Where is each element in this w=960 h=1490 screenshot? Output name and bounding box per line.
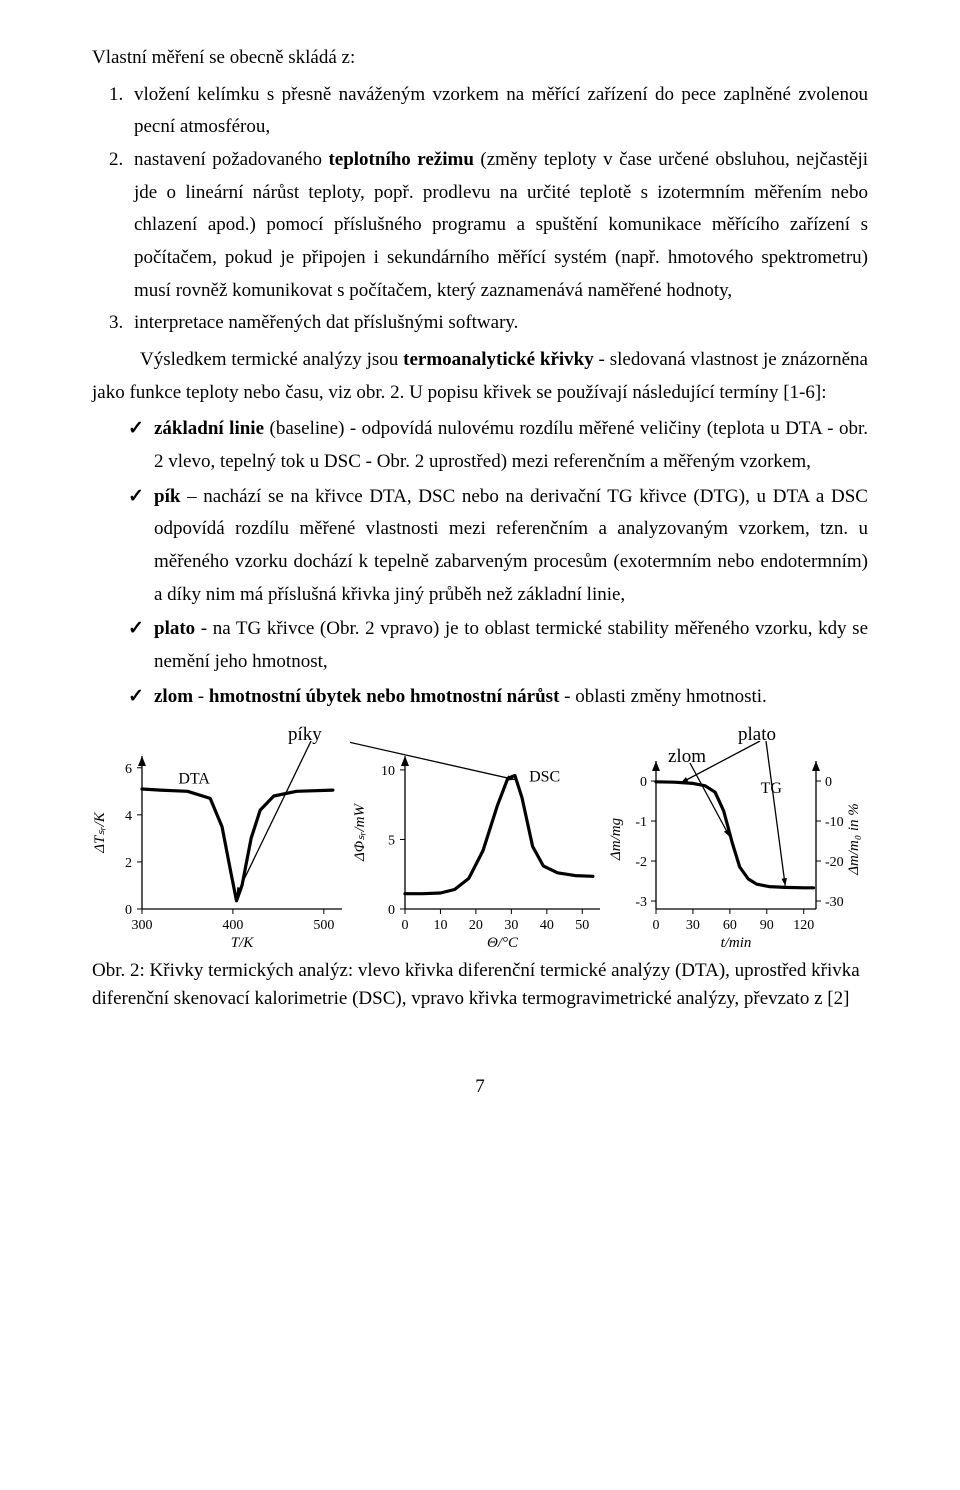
list-item-2-rest: (změny teploty v čase určené obsluhou, n… <box>134 149 868 301</box>
svg-text:20: 20 <box>469 918 483 933</box>
list-item-3: interpretace naměřených dat příslušnými … <box>128 307 868 340</box>
check-item-zlom-bold1: zlom <box>154 686 193 707</box>
svg-text:2: 2 <box>125 856 132 871</box>
svg-text:-1: -1 <box>635 815 647 830</box>
check-item-zlom-dash: - <box>193 686 209 707</box>
chart-dsc: 0 10 20 30 40 50 0 5 10 Θ/°C ΔΦₛᵣ/mW DSC <box>350 741 608 951</box>
intro-paragraph: Vlastní měření se obecně skládá z: <box>92 42 868 75</box>
check-list: základní linie (baseline) - odpovídá nul… <box>92 413 868 713</box>
list-item-2-bold: teplotního režimu <box>328 149 473 170</box>
svg-text:DSC: DSC <box>529 769 560 786</box>
svg-text:30: 30 <box>686 918 700 933</box>
svg-text:90: 90 <box>760 918 774 933</box>
svg-text:T/K: T/K <box>231 935 255 951</box>
svg-text:4: 4 <box>125 809 132 824</box>
figure-caption: Obr. 2: Křivky termických analýz: vlevo … <box>92 957 868 1012</box>
svg-text:50: 50 <box>575 918 589 933</box>
check-item-pik-bold: pík <box>154 486 180 507</box>
svg-text:6: 6 <box>125 762 132 777</box>
svg-text:-30: -30 <box>825 895 844 910</box>
list-item-1: vložení kelímku s přesně naváženým vzork… <box>128 79 868 144</box>
check-item-plato-bold: plato <box>154 618 195 639</box>
check-item-pik: pík – nachází se na křivce DTA, DSC nebo… <box>128 481 868 612</box>
annotation-zlom: zlom <box>668 741 706 774</box>
svg-text:-2: -2 <box>635 855 647 870</box>
annotation-piky: píky <box>288 719 322 752</box>
chart-tg: plato zlom 03060901200-1-2-30-10-20-30t/… <box>608 741 868 951</box>
chart-tg-svg: 03060901200-1-2-30-10-20-30t/minΔm/mgΔm/… <box>608 741 868 951</box>
svg-text:ΔTₛᵣ/K: ΔTₛᵣ/K <box>92 812 108 855</box>
svg-text:0: 0 <box>825 775 832 790</box>
annotation-plato: plato <box>738 719 776 752</box>
svg-text:0: 0 <box>653 918 660 933</box>
svg-text:40: 40 <box>540 918 554 933</box>
check-item-zlom: zlom - hmotnostní úbytek nebo hmotnostní… <box>128 681 868 714</box>
svg-text:400: 400 <box>222 918 243 933</box>
check-item-baseline: základní linie (baseline) - odpovídá nul… <box>128 413 868 478</box>
svg-text:Θ/°C: Θ/°C <box>487 935 519 951</box>
result-pre: Výsledkem termické analýzy jsou <box>140 349 403 370</box>
list-item-2: nastavení požadovaného teplotního režimu… <box>128 144 868 307</box>
svg-text:-10: -10 <box>825 815 844 830</box>
check-item-pik-text: – nachází se na křivce DTA, DSC nebo na … <box>154 486 868 605</box>
check-item-plato: plato - na TG křivce (Obr. 2 vpravo) je … <box>128 613 868 678</box>
chart-dta: píky 3004005000246T/KΔTₛᵣ/KDTA <box>92 741 350 951</box>
svg-text:0: 0 <box>640 775 647 790</box>
list-item-2-pre: nastavení požadovaného <box>134 149 328 170</box>
svg-text:t/min: t/min <box>721 935 752 951</box>
page: Vlastní měření se obecně skládá z: vlože… <box>0 0 960 1143</box>
check-item-zlom-bold2: hmotnostní úbytek nebo hmotnostní nárůst <box>209 686 560 707</box>
svg-text:5: 5 <box>388 834 395 849</box>
check-item-plato-text: - na TG křivce (Obr. 2 vpravo) je to obl… <box>154 618 868 672</box>
svg-text:0: 0 <box>402 918 409 933</box>
chart-dta-svg: 300 400 500 0 2 4 6 T/K ΔTₛᵣ/K DTA <box>92 741 350 951</box>
svg-text:60: 60 <box>723 918 737 933</box>
svg-text:10: 10 <box>433 918 447 933</box>
page-number: 7 <box>92 1071 868 1104</box>
svg-text:DTA: DTA <box>178 771 210 788</box>
svg-text:10: 10 <box>381 764 395 779</box>
result-bold: termoanalytické křivky <box>403 349 594 370</box>
svg-text:0: 0 <box>125 903 132 918</box>
svg-text:-3: -3 <box>635 895 647 910</box>
svg-text:30: 30 <box>504 918 518 933</box>
svg-text:300: 300 <box>132 918 153 933</box>
figure-row: píky 3004005000246T/KΔTₛᵣ/KDTA 010203040… <box>92 741 868 951</box>
svg-text:Δm/m₀ in %: Δm/m₀ in % <box>846 804 862 877</box>
svg-text:Δm/mg: Δm/mg <box>608 818 624 862</box>
check-item-baseline-bold: základní linie <box>154 418 264 439</box>
svg-text:ΔΦₛᵣ/mW: ΔΦₛᵣ/mW <box>352 803 368 863</box>
chart-dsc-svg: 0 10 20 30 40 50 0 5 10 Θ/°C ΔΦₛᵣ/mW DSC <box>350 741 608 951</box>
figure: píky 3004005000246T/KΔTₛᵣ/KDTA 010203040… <box>92 741 868 1012</box>
numbered-list: vložení kelímku s přesně naváženým vzork… <box>92 79 868 340</box>
svg-text:500: 500 <box>313 918 334 933</box>
svg-text:0: 0 <box>388 903 395 918</box>
svg-text:-20: -20 <box>825 855 844 870</box>
svg-text:120: 120 <box>793 918 814 933</box>
result-paragraph: Výsledkem termické analýzy jsou termoana… <box>92 344 868 409</box>
check-item-zlom-text: - oblasti změny hmotnosti. <box>559 686 766 707</box>
